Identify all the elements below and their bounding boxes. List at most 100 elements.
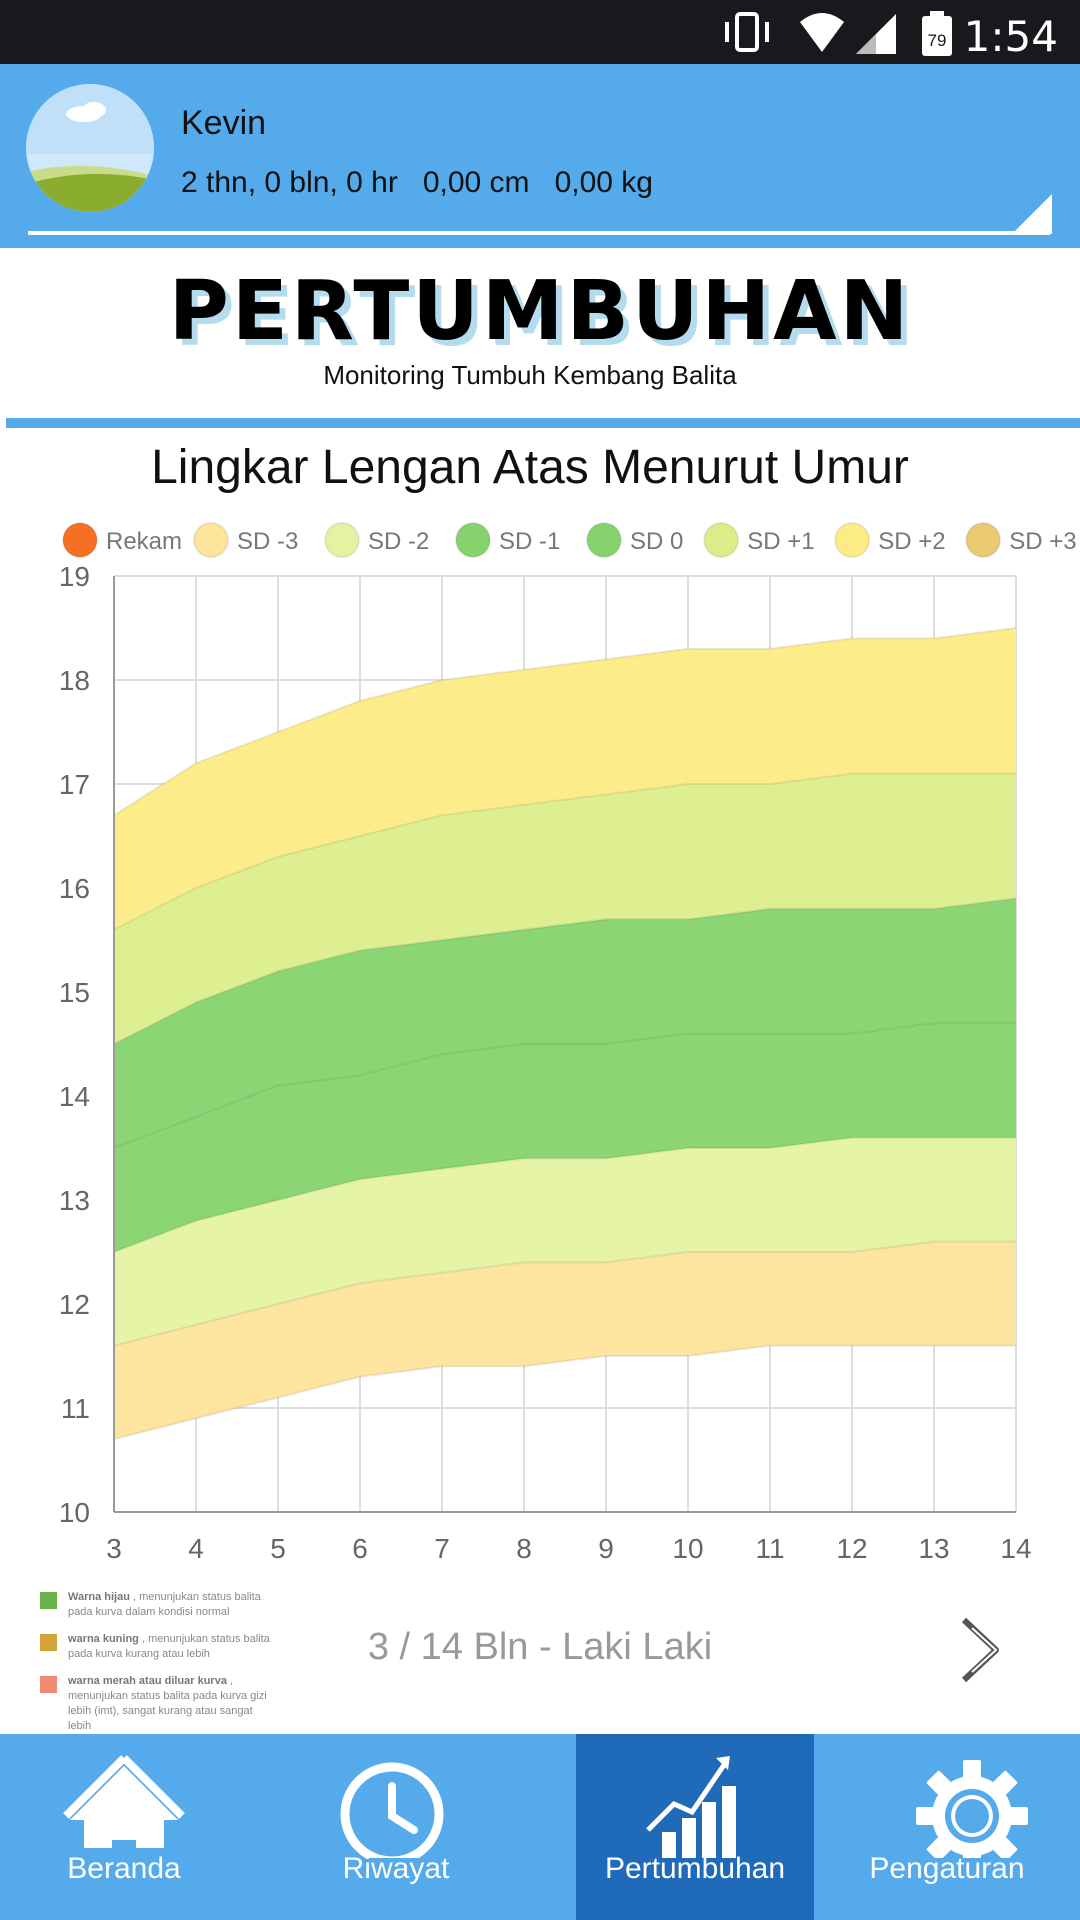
child-height: 0,00 cm (422, 166, 530, 199)
note-yellow: warna kuning , menunjukan status balita … (40, 1632, 270, 1662)
clock-time: 1:54 (963, 12, 1058, 61)
legend-label: Rekam (106, 528, 182, 555)
legend-label: SD 0 (630, 528, 683, 555)
x-tick-label: 11 (755, 1533, 784, 1564)
home-icon (63, 1755, 185, 1848)
wifi-icon (800, 13, 844, 52)
battery-level: 79 (928, 31, 947, 50)
note-yellow-title: warna kuning (68, 1633, 139, 1645)
y-tick-label: 13 (59, 1185, 90, 1216)
x-tick-label: 6 (352, 1533, 368, 1564)
legend-swatch (703, 522, 740, 558)
y-tick-label: 18 (59, 665, 90, 696)
x-tick-label: 14 (1000, 1533, 1031, 1564)
chevron-right-icon[interactable] (950, 1610, 1010, 1690)
nav-beranda[interactable]: Beranda (0, 1734, 248, 1920)
x-tick-label: 13 (918, 1533, 949, 1564)
series-line (113, 1136, 1016, 1253)
child-age: 2 thn, 0 bln, 0 hr (181, 166, 398, 199)
chart-title: Lingkar Lengan Atas Menurut Umur (151, 441, 909, 494)
header-divider (28, 231, 1050, 235)
band-area (114, 1137, 1016, 1346)
status-bar: 79 1:54 (0, 0, 1080, 64)
legend-label: SD +1 (747, 528, 814, 555)
app-logo-title: PERTUMBUHAN (168, 264, 912, 359)
avatar[interactable] (26, 84, 154, 212)
series-line (113, 1240, 1016, 1347)
x-tick-label: 4 (188, 1533, 204, 1564)
growth-chart: 10 11 12 13 14 15 16 17 18 19 3 4 5 6 7 8 9 10 11 12 13 14 Rek… (59, 522, 1077, 1564)
band-area (114, 898, 1016, 1148)
note-red: warna merah atau diluar kurva , menunjuk… (40, 1674, 270, 1734)
x-tick-label: 8 (516, 1533, 532, 1564)
y-tick-label: 10 (59, 1497, 90, 1528)
band-area (114, 1241, 1016, 1440)
nav-riwayat[interactable]: Riwayat (248, 1734, 576, 1920)
legend-label: SD +3 (1009, 528, 1076, 555)
nav-riwayat-label: Riwayat (342, 1852, 450, 1885)
band-area (114, 1023, 1016, 1252)
legend-swatch (193, 522, 229, 558)
note-green-swatch (40, 1592, 57, 1609)
nav-pengaturan-label: Pengaturan (869, 1852, 1025, 1885)
vibrate-icon (725, 12, 769, 52)
gear-icon (916, 1760, 1028, 1858)
series-line (113, 897, 1017, 1045)
y-tick-label: 19 (59, 561, 90, 592)
y-tick-label: 12 (59, 1289, 90, 1320)
child-name: Kevin (181, 104, 267, 142)
y-tick-label: 15 (59, 977, 90, 1008)
y-tick-label: 14 (59, 1081, 90, 1112)
legend-swatch (965, 522, 1002, 558)
y-tick-label: 11 (61, 1393, 90, 1424)
legend-swatch (324, 522, 360, 558)
color-notes: Warna hijau , menunjukan status balita p… (40, 1590, 270, 1746)
y-tick-label: 17 (59, 769, 90, 800)
legend-swatch (455, 522, 491, 558)
note-green-text: , menunjukan status balita pada kurva da… (68, 1591, 261, 1618)
nav-beranda-label: Beranda (67, 1852, 181, 1885)
note-red-title: warna merah atau diluar kurva (68, 1675, 227, 1687)
nav-pengaturan[interactable]: Pengaturan (814, 1734, 1080, 1920)
clock-icon (340, 1762, 444, 1858)
nav-pertumbuhan[interactable]: Pertumbuhan (576, 1734, 814, 1920)
note-red-swatch (40, 1676, 57, 1693)
child-weight: 0,00 kg (554, 166, 653, 199)
band-area (114, 773, 1016, 1044)
note-green: Warna hijau , menunjukan status balita p… (40, 1590, 270, 1620)
series-line (113, 627, 1017, 817)
x-tick-label: 3 (106, 1533, 122, 1564)
band-area (114, 628, 1016, 930)
status-icons: 79 (725, 11, 952, 56)
nav-pertumbuhan-label: Pertumbuhan (604, 1852, 786, 1885)
growth-chart-icon (646, 1756, 736, 1858)
y-tick-label: 16 (59, 873, 90, 904)
x-tick-label: 10 (672, 1533, 703, 1564)
logo-banner: PERTUMBUHAN Monitoring Tumbuh Kembang Ba… (0, 248, 1080, 418)
legend-label: SD -2 (368, 528, 429, 555)
battery-icon: 79 (922, 11, 952, 56)
legend-swatch (62, 522, 98, 558)
profile-header[interactable]: Kevin 2 thn, 0 bln, 0 hr 0,00 cm 0,00 kg (0, 64, 1080, 248)
series-line (113, 1344, 1016, 1441)
x-tick-label: 12 (836, 1533, 867, 1564)
corner-triangle-icon (1012, 194, 1052, 234)
x-tick-label: 7 (434, 1533, 450, 1564)
note-yellow-swatch (40, 1634, 57, 1651)
legend-label: SD -1 (499, 528, 560, 555)
child-stats: 2 thn, 0 bln, 0 hr 0,00 cm 0,00 kg (181, 166, 653, 200)
bottom-navigation: Beranda Riwayat Pertumbuhan (0, 1734, 1080, 1920)
legend-label: SD -3 (237, 528, 298, 555)
legend-swatch (586, 522, 622, 558)
note-yellow-text: , menunjukan status balita pada kurva ku… (68, 1633, 270, 1660)
period-label: 3 / 14 Bln - Laki Laki (367, 1626, 713, 1668)
section-divider (6, 418, 1080, 428)
note-green-title: Warna hijau (68, 1591, 130, 1603)
legend-label: SD +2 (878, 528, 945, 555)
x-tick-label: 9 (598, 1533, 614, 1564)
x-tick-label: 5 (270, 1533, 286, 1564)
series-line (113, 772, 1016, 931)
legend-swatch (834, 522, 871, 558)
note-red-text: , menunjukan status balita pada kurva gi… (68, 1675, 267, 1732)
